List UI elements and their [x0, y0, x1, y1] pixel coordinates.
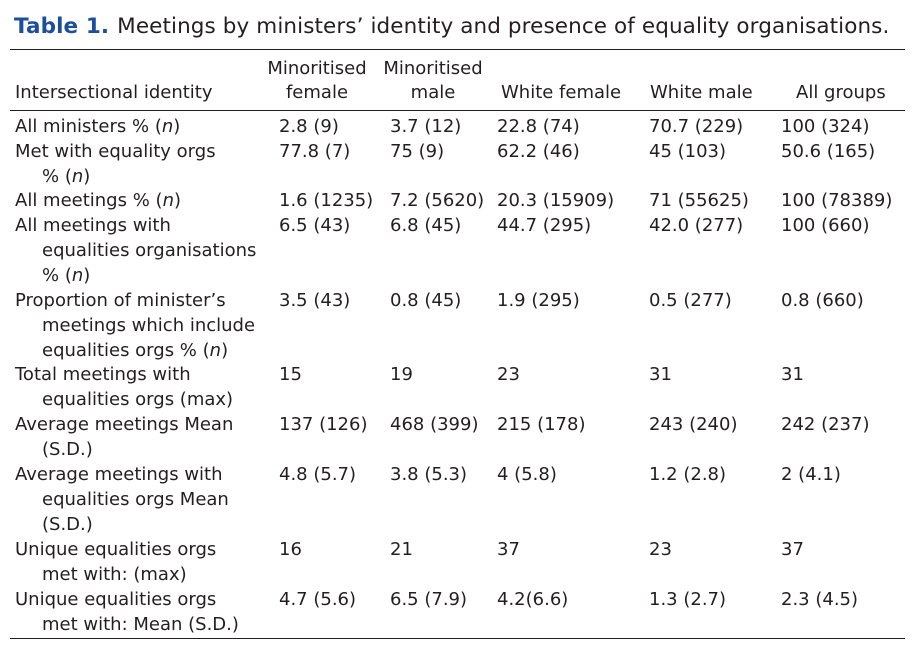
row-header-label: Intersectional identity [15, 82, 213, 103]
cell-minoritised-male: 3.7 (12) [390, 116, 462, 137]
row-label: Proportion of minister’s meetings which i… [15, 288, 255, 363]
col-header-minoritised-female-line2: female [285, 82, 349, 103]
bottom-rule [10, 638, 905, 639]
cell-white-female: 4.2(6.6) [497, 589, 569, 610]
row-label-line: Unique equalities orgs [15, 589, 217, 610]
cell-white-male: 1.3 (2.7) [649, 589, 727, 610]
row-label-line: equalities orgs % (n) [42, 340, 229, 361]
cell-all-groups: 100 (78389) [781, 190, 893, 211]
cell-minoritised-female: 77.8 (7) [279, 141, 351, 162]
cell-white-female: 23 [497, 364, 520, 385]
cell-all-groups: 100 (660) [781, 215, 870, 236]
row-label-line: All meetings % (n) [15, 190, 182, 211]
row-label: Unique equalities orgs met with: Mean (S.… [15, 587, 239, 637]
row-label: Met with equality orgs % (n) [15, 139, 216, 189]
cell-all-groups: 2.3 (4.5) [781, 589, 859, 610]
col-header-minoritised-male-line2: male [410, 82, 456, 103]
cell-white-male: 42.0 (277) [649, 215, 744, 236]
cell-white-female: 44.7 (295) [497, 215, 592, 236]
cell-minoritised-female: 1.6 (1235) [279, 190, 374, 211]
cell-all-groups: 50.6 (165) [781, 141, 876, 162]
cell-white-male: 71 (55625) [649, 190, 749, 211]
cell-minoritised-female: 137 (126) [279, 414, 368, 435]
cell-white-female: 37 [497, 539, 520, 560]
cell-all-groups: 2 (4.1) [781, 464, 841, 485]
top-rule [10, 49, 905, 50]
cell-all-groups: 100 (324) [781, 116, 870, 137]
table-number: Table 1. [14, 14, 110, 39]
cell-minoritised-female: 6.5 (43) [279, 215, 351, 236]
cell-white-female: 4 (5.8) [497, 464, 557, 485]
row-label-line: met with: (max) [42, 564, 187, 585]
row-label: All meetings % (n) [15, 188, 181, 213]
cell-minoritised-female: 4.8 (5.7) [279, 464, 357, 485]
cell-white-male: 45 (103) [649, 141, 727, 162]
header-rule [10, 110, 905, 111]
cell-minoritised-male: 468 (399) [390, 414, 479, 435]
row-label: Unique equalities orgs met with: (max) [15, 537, 216, 587]
row-label: All meetings with equalities organisation… [15, 213, 256, 288]
row-label-line: Average meetings with [15, 464, 223, 485]
cell-minoritised-male: 3.8 (5.3) [390, 464, 468, 485]
row-label-line: (S.D.) [42, 439, 93, 460]
cell-minoritised-male: 6.8 (45) [390, 215, 462, 236]
row-label-line: equalities orgs Mean [42, 489, 229, 510]
cell-white-female: 1.9 (295) [497, 290, 580, 311]
cell-minoritised-male: 19 [390, 364, 413, 385]
cell-white-male: 70.7 (229) [649, 116, 744, 137]
col-header-minoritised-male-line1: Minoritised [383, 58, 483, 79]
row-label-line: % (n) [42, 166, 91, 187]
cell-minoritised-female: 4.7 (5.6) [279, 589, 357, 610]
row-label-line: (S.D.) [42, 514, 93, 535]
cell-minoritised-female: 3.5 (43) [279, 290, 351, 311]
cell-minoritised-female: 16 [279, 539, 302, 560]
cell-white-male: 23 [649, 539, 672, 560]
col-header-white-female: White female [501, 82, 622, 103]
cell-all-groups: 31 [781, 364, 804, 385]
cell-white-male: 243 (240) [649, 414, 738, 435]
cell-all-groups: 37 [781, 539, 804, 560]
cell-minoritised-male: 7.2 (5620) [390, 190, 485, 211]
row-label-line: Met with equality orgs [15, 141, 216, 162]
cell-white-male: 31 [649, 364, 672, 385]
col-header-white-male: White male [650, 82, 753, 103]
row-label: Average meetings with equalities orgs Mea… [15, 462, 229, 537]
row-label-line: Unique equalities orgs [15, 539, 217, 560]
row-label: All ministers % (n) [15, 116, 181, 137]
row-label-line: meetings which include [42, 315, 256, 336]
row-label: Total meetings with equalities orgs (max) [15, 362, 233, 412]
table-title: Meetings by ministers’ identity and pres… [117, 14, 890, 39]
cell-minoritised-male: 6.5 (7.9) [390, 589, 468, 610]
cell-minoritised-male: 75 (9) [390, 141, 445, 162]
cell-white-female: 20.3 (15909) [497, 190, 615, 211]
row-label-line: equalities organisations [42, 240, 257, 261]
cell-minoritised-male: 0.8 (45) [390, 290, 462, 311]
cell-white-female: 62.2 (46) [497, 141, 580, 162]
row-label-line: Average meetings Mean [15, 414, 234, 435]
cell-all-groups: 242 (237) [781, 414, 870, 435]
row-label-line: Proportion of minister’s [15, 290, 226, 311]
cell-white-female: 22.8 (74) [497, 116, 580, 137]
cell-minoritised-female: 15 [279, 364, 302, 385]
cell-minoritised-male: 21 [390, 539, 413, 560]
row-label-line: % (n) [42, 265, 91, 286]
row-label-line: Total meetings with [15, 364, 191, 385]
cell-white-male: 1.2 (2.8) [649, 464, 727, 485]
col-header-all-groups: All groups [796, 82, 886, 103]
row-label-line: met with: Mean (S.D.) [42, 614, 239, 635]
table-caption: Table 1. Meetings by ministers’ identity … [14, 14, 889, 39]
cell-all-groups: 0.8 (660) [781, 290, 864, 311]
cell-minoritised-female: 2.8 (9) [279, 116, 339, 137]
row-label: Average meetings Mean (S.D.) [15, 412, 233, 462]
cell-white-male: 0.5 (277) [649, 290, 732, 311]
row-label-line: equalities orgs (max) [42, 389, 234, 410]
col-header-minoritised-female-line1: Minoritised [267, 58, 367, 79]
row-label-line: All meetings with [15, 215, 171, 236]
cell-white-female: 215 (178) [497, 414, 586, 435]
